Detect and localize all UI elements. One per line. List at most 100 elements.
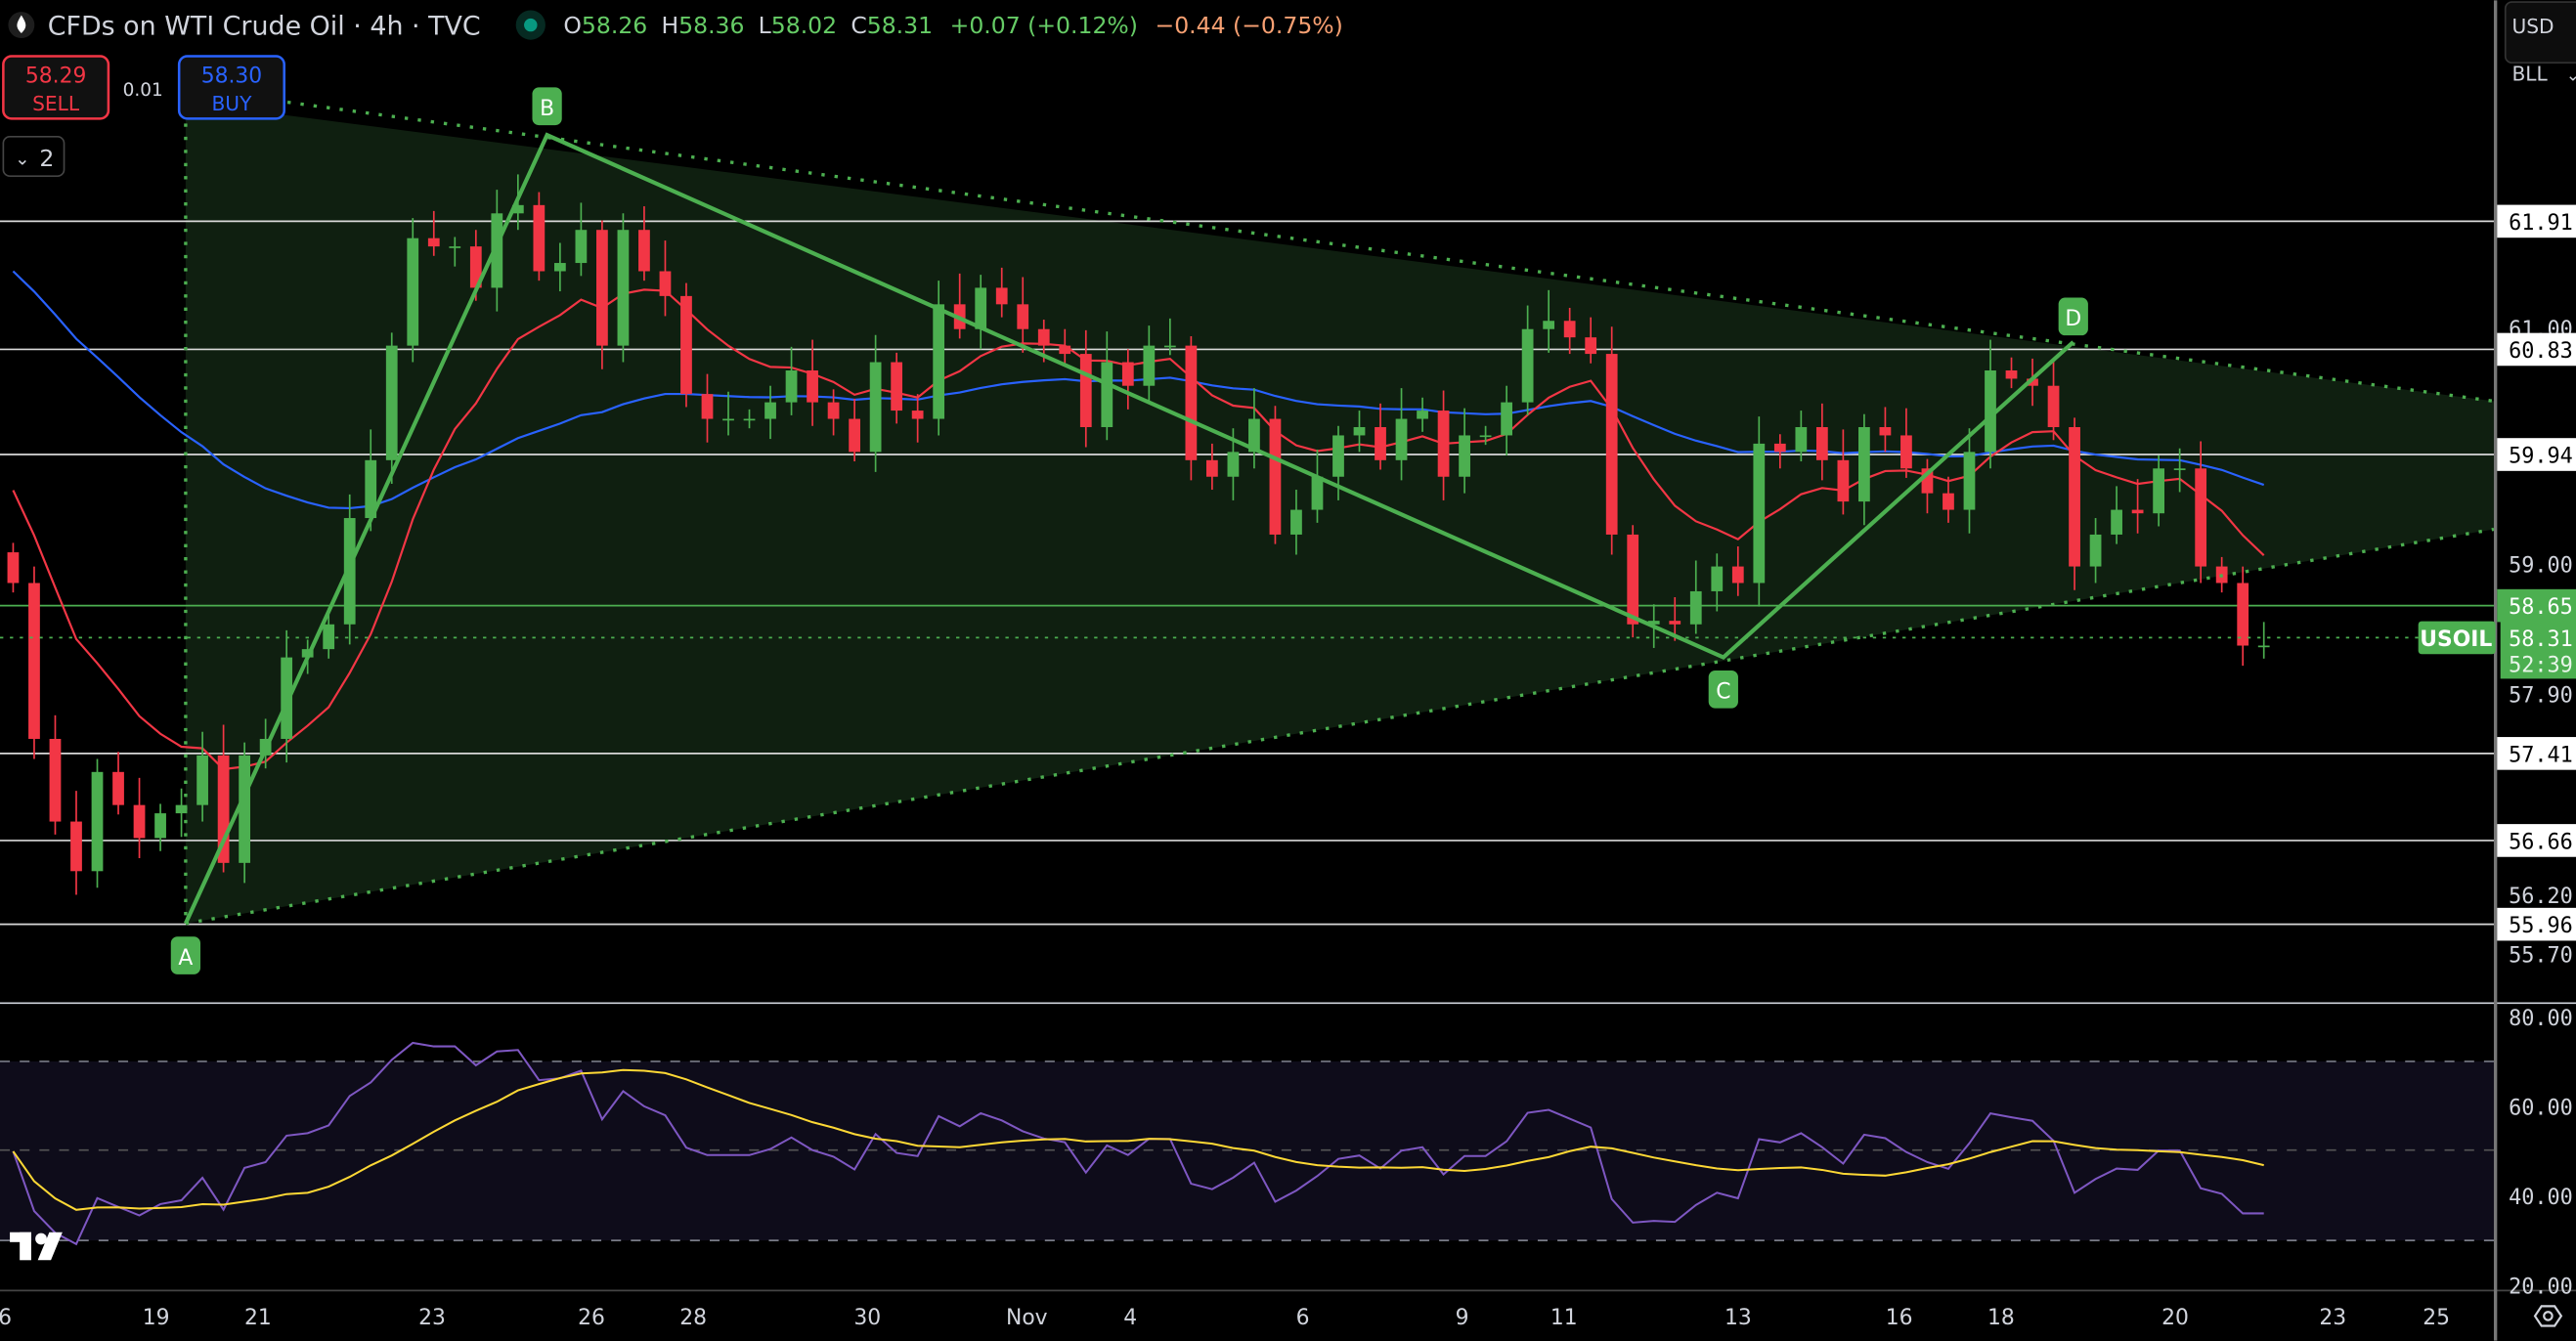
candle-body (175, 804, 188, 814)
abcd-pattern-line[interactable] (183, 132, 2075, 925)
candle (154, 803, 166, 851)
pattern-point-c[interactable]: C (1708, 670, 1738, 709)
candle (28, 566, 40, 759)
candle (1711, 553, 1724, 612)
candle (112, 752, 124, 815)
buy-button[interactable]: 58.30 BUY (177, 55, 285, 120)
candle-body (1437, 411, 1450, 477)
candle (1395, 388, 1408, 481)
pattern-labels: A B C D (170, 87, 2088, 974)
candle-body (2237, 583, 2249, 646)
settings-icon[interactable] (2533, 1305, 2563, 1327)
candle (659, 240, 672, 317)
candle (869, 334, 882, 472)
candle (1206, 443, 1218, 491)
candle-body (239, 755, 251, 863)
level-label-bg (2497, 438, 2576, 471)
candle (975, 275, 987, 350)
candle (1143, 325, 1156, 403)
rsi-axis[interactable]: 80.00 60.00 40.00 20.00 (2509, 1007, 2573, 1300)
candle (385, 332, 398, 484)
time-axis[interactable]: 6 19 21 23 26 28 30 Nov 4 6 9 11 13 16 18 20 23 25 (0, 1306, 2450, 1330)
candle (2089, 518, 2102, 584)
triangle-pattern-fill (185, 102, 2494, 924)
candle (1311, 449, 1324, 523)
candle-body (1332, 435, 1344, 477)
candle (1689, 560, 1702, 634)
candle-body (1375, 426, 1386, 460)
candle-body (807, 369, 818, 403)
candle-body (1501, 402, 1512, 436)
candle (995, 267, 1008, 318)
candle-body (2047, 385, 2060, 427)
pattern-point-b[interactable]: B (532, 87, 562, 126)
candle-body (2111, 509, 2122, 535)
date-tick: 13 (1725, 1306, 1752, 1330)
price-axis[interactable]: 61.0059.0057.9056.2055.7061.9160.8359.94… (2497, 204, 2576, 969)
candle-body (1943, 493, 1954, 510)
candle-body (1963, 452, 1976, 510)
moving-averages (12, 270, 2265, 771)
candle (1815, 403, 1828, 481)
candle-body (911, 411, 924, 419)
candle-body (2005, 369, 2018, 379)
pattern-point-a[interactable]: A (170, 936, 201, 974)
price-tick: 55.70 (2509, 943, 2573, 968)
unit-select: BLL (2511, 63, 2548, 86)
candle (1943, 476, 1954, 523)
date-tick: 21 (244, 1306, 272, 1330)
triangle-pattern[interactable] (183, 100, 2495, 926)
candle (2027, 358, 2038, 407)
candle-body (680, 295, 692, 395)
candle-body (2131, 509, 2144, 514)
candle-body (1837, 459, 1850, 502)
candle-body (1248, 418, 1260, 453)
candle-body (1079, 354, 1092, 427)
candle (1017, 277, 1029, 353)
candle (1121, 349, 1134, 410)
candle (449, 237, 461, 267)
sell-button[interactable]: 58.29 SELL (2, 55, 110, 120)
candle-body (1795, 426, 1808, 453)
candle-body (2027, 378, 2038, 386)
candle (1563, 307, 1576, 355)
candle (1353, 411, 1366, 453)
candle (743, 409, 756, 429)
triangle-upper-line[interactable] (286, 100, 2495, 404)
candle (1921, 458, 1934, 514)
candle-body (2257, 645, 2270, 648)
ma-slow-line (12, 270, 2265, 510)
candle-body (49, 738, 62, 822)
level-label: 55.96 (2509, 914, 2573, 938)
candle-body (1521, 328, 1534, 403)
pattern-point-d[interactable]: D (2058, 297, 2088, 336)
date-tick: 19 (143, 1306, 170, 1330)
tradingview-logo[interactable] (10, 1232, 63, 1261)
candle (281, 629, 293, 763)
candle-body (7, 552, 20, 584)
candle-body (1731, 566, 1744, 584)
candle-body (1585, 337, 1597, 355)
legend-header[interactable]: CFDs on WTI Crude Oil · 4h · TVC O58.26 … (8, 10, 1343, 42)
rsi-ma-line (12, 1068, 2264, 1211)
candle-body (2195, 468, 2207, 567)
rsi-tick: 60.00 (2509, 1097, 2573, 1121)
currency-unit-selector[interactable]: USD BLL ⌄ (2504, 1, 2576, 86)
candle-body (975, 287, 987, 329)
date-tick: 23 (2319, 1306, 2346, 1330)
triangle-lower-line[interactable] (185, 527, 2495, 926)
candle-body (1605, 354, 1618, 535)
candle (722, 391, 734, 436)
candle (2173, 448, 2186, 493)
candle (1248, 388, 1260, 469)
candle-body (638, 230, 650, 272)
candle-body (1185, 345, 1198, 460)
candle (849, 398, 860, 462)
candle (2069, 417, 2080, 590)
date-tick: 9 (1456, 1306, 1469, 1330)
candle (1985, 339, 1996, 469)
symbol-title: CFDs on WTI Crude Oil · 4h · TVC (48, 12, 481, 42)
candle (1079, 329, 1092, 448)
indicators-toggle[interactable]: ⌄ 2 (2, 136, 65, 178)
